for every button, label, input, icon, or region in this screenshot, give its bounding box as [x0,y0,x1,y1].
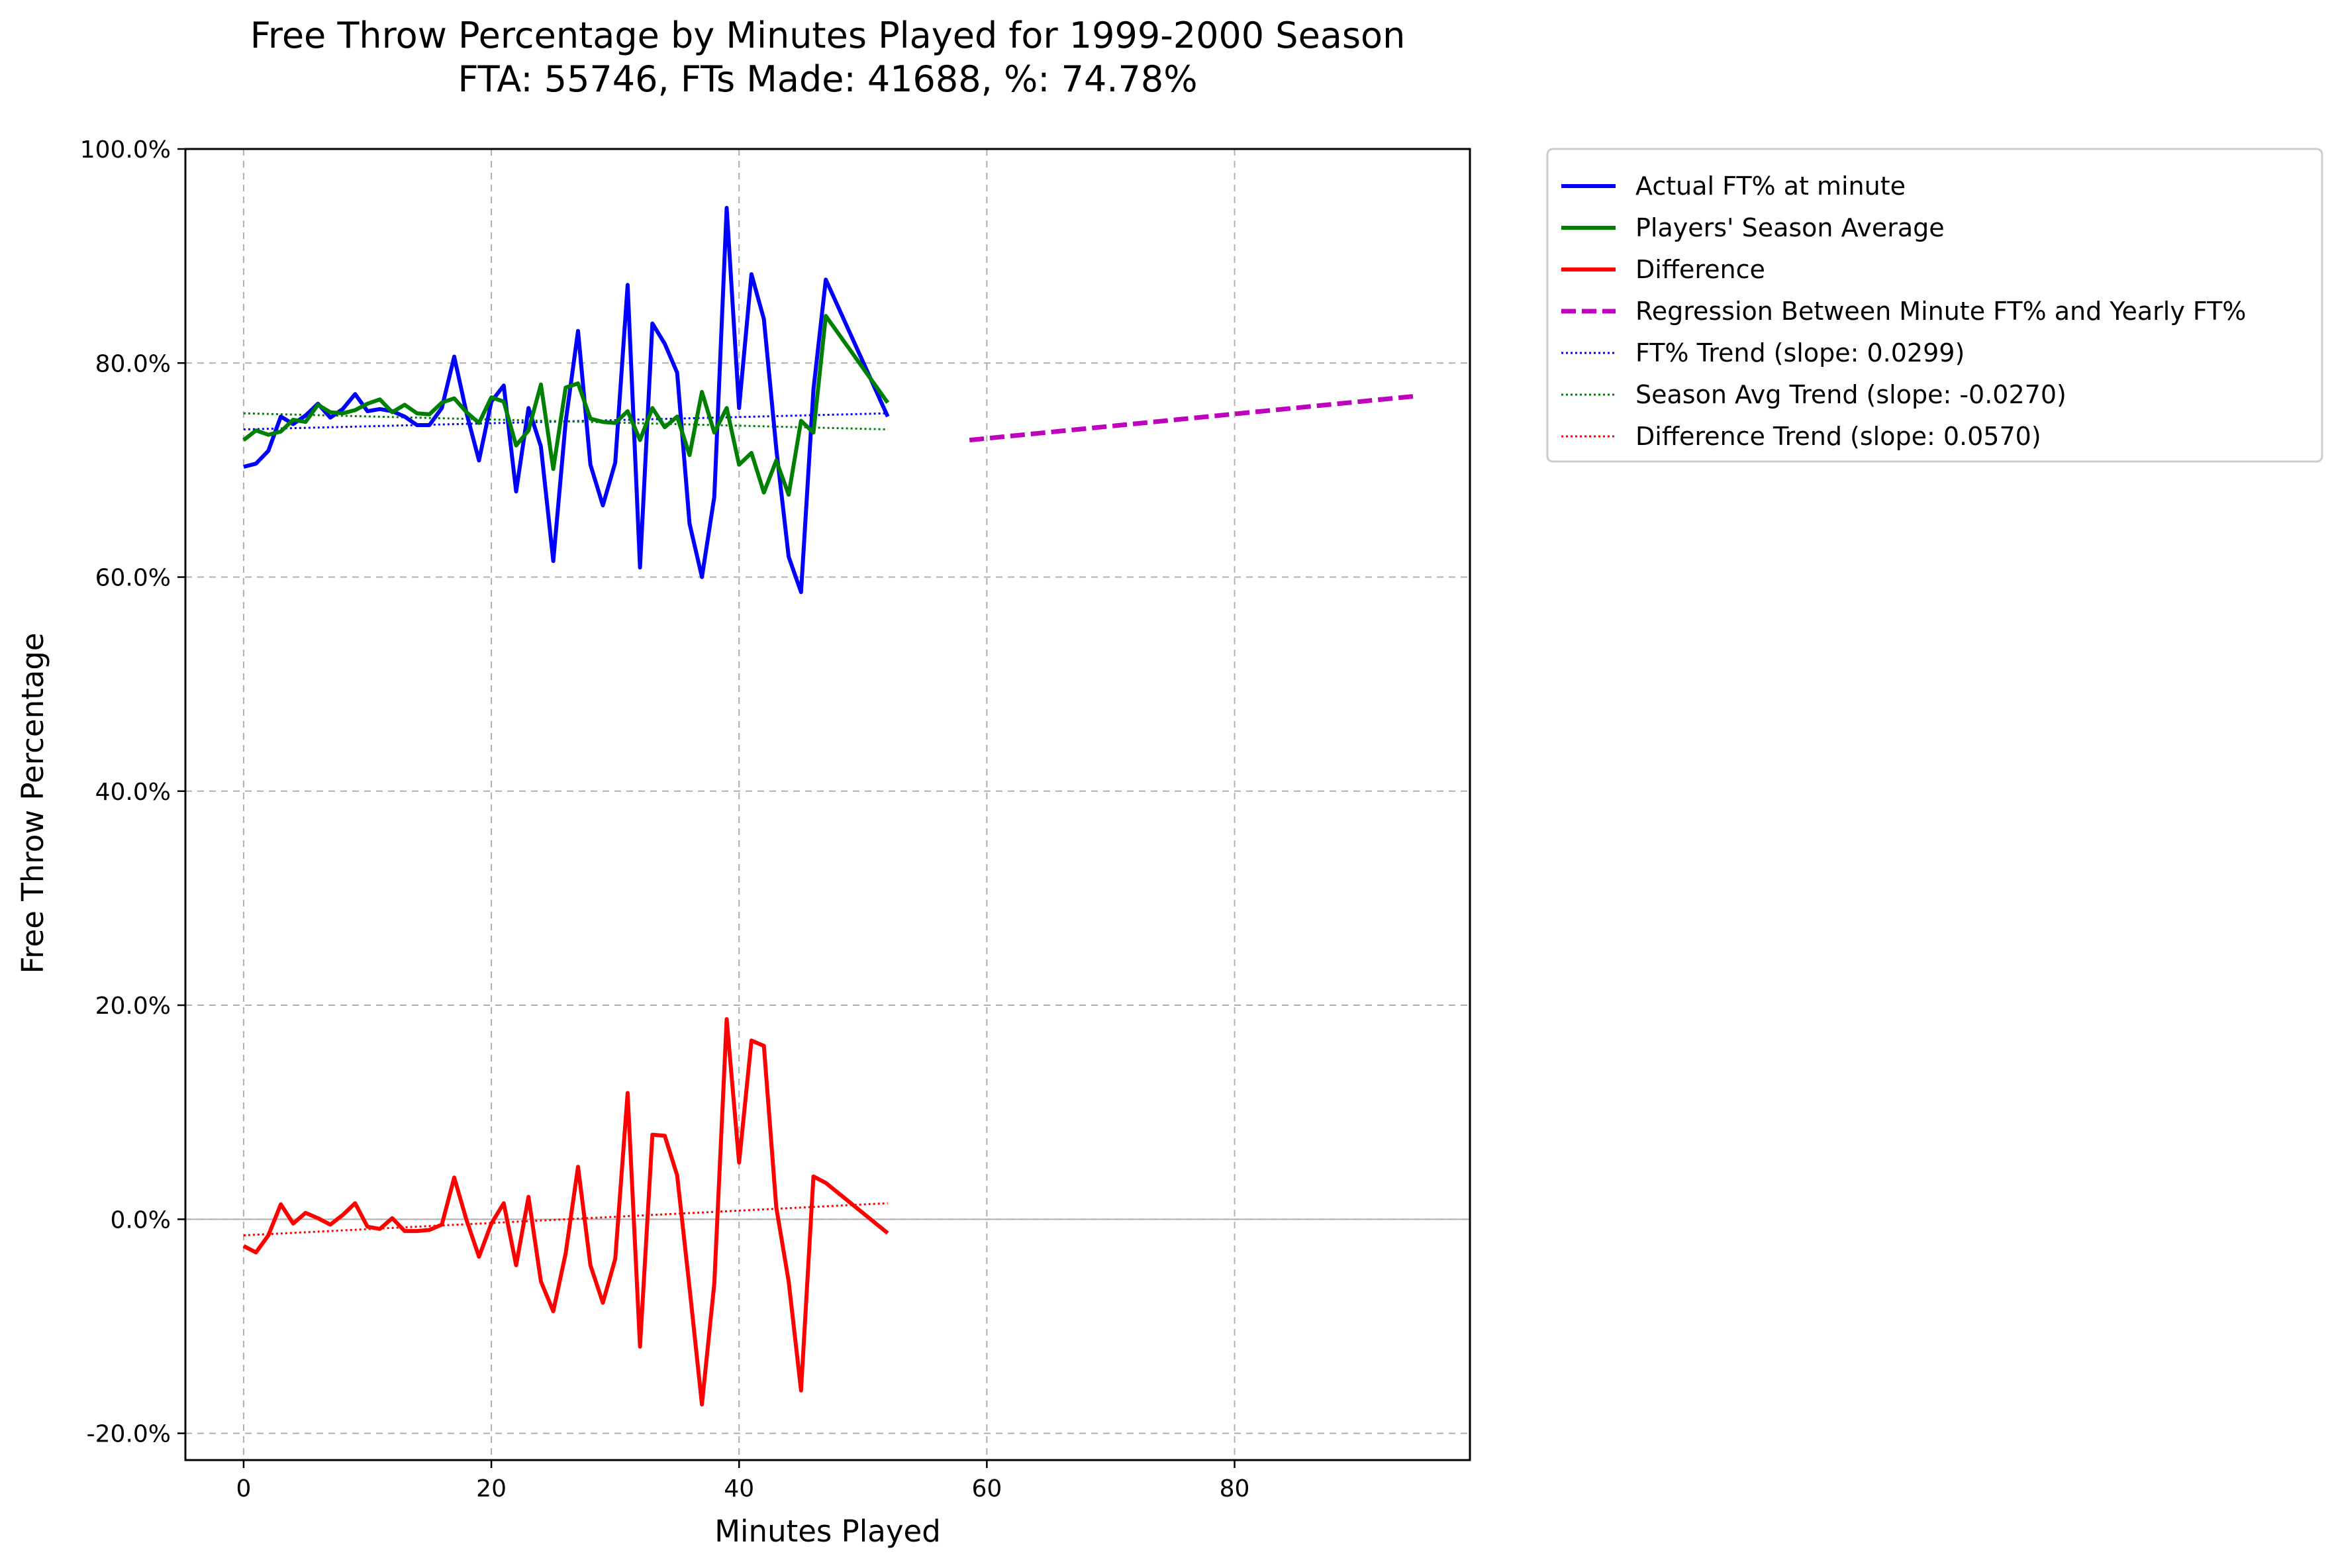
legend-label-difference: Difference [1635,255,1765,284]
series-line-difference [242,1017,889,1406]
x-axis-label: Minutes Played [714,1514,941,1549]
y-tick-label: -20.0% [87,1421,171,1448]
series-line-actual-ft-at-minute [243,205,890,595]
y-tick-label: 80.0% [95,350,171,377]
legend: Actual FT% at minute Players' Season Aver… [1546,148,2323,463]
chart-title: Free Throw Percentage by Minutes Played … [250,15,1406,56]
series-line-season-avg-trend-slope-0-0270 [243,412,888,430]
x-tick-label: 20 [476,1475,507,1502]
legend-label-regression-between-minute-ft-and-yearly-ft: Regression Between Minute FT% and Yearly… [1635,297,2246,326]
grid [185,148,1470,1460]
series-line-ft-trend-slope-0-0299 [243,412,888,430]
y-tick-label: 20.0% [95,993,171,1020]
series-layer [242,205,1415,1406]
series-line-regression-between-minute-ft-and-yearly-ft [969,393,1415,443]
legend-label-actual-ft-at-minute: Actual FT% at minute [1635,172,1906,201]
y-tick-label: 40.0% [95,779,171,806]
series-line-players-season-average [242,314,890,497]
y-tick-label: 0.0% [111,1206,171,1234]
y-axis-label: Free Throw Percentage [15,632,50,973]
y-tick-label: 100.0% [80,136,171,164]
legend-label-season-avg-trend-slope-0-0270: Season Avg Trend (slope: -0.0270) [1635,380,2067,409]
plot-frame [184,148,1471,1461]
legend-label-players-season-average: Players' Season Average [1635,213,1945,242]
x-tick-label: 0 [236,1475,251,1502]
legend-box [1546,148,2323,463]
x-tick-label: 60 [971,1475,1002,1502]
y-tick-label: 60.0% [95,565,171,592]
legend-label-ft-trend-slope-0-0299: FT% Trend (slope: 0.0299) [1635,338,1965,368]
chart-subtitle: FTA: 55746, FTs Made: 41688, %: 74.78% [458,58,1197,100]
series-line-difference-trend-slope-0-0570 [243,1202,888,1237]
x-tick-label: 80 [1220,1475,1250,1502]
ticks: 0 20 40 60 80 -20.0% 0.0% 20.0% 40.0% 60.0% 80.0% 1… [80,136,1250,1502]
legend-label-difference-trend-slope-0-0570: Difference Trend (slope: 0.0570) [1635,422,2041,451]
x-tick-label: 40 [724,1475,754,1502]
